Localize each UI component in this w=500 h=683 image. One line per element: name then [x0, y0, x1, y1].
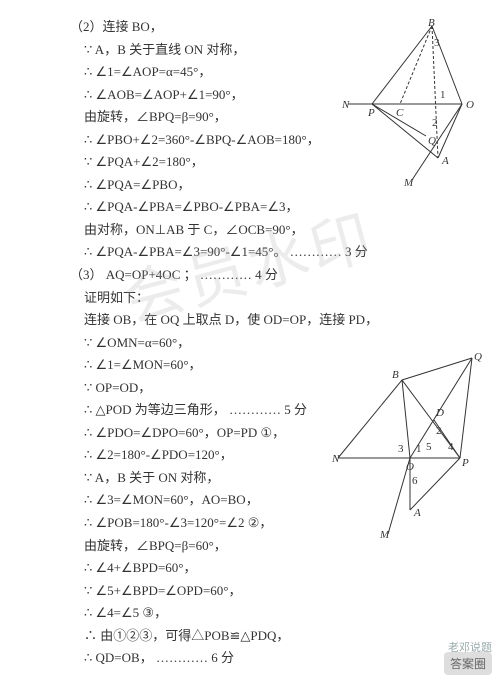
svg-text:5: 5: [426, 441, 432, 453]
svg-text:O: O: [406, 461, 414, 473]
proof-line: ∴ QD=OB， ………… 6 分: [70, 649, 480, 667]
svg-text:N: N: [332, 453, 340, 465]
svg-text:P: P: [461, 457, 469, 469]
svg-text:4: 4: [448, 441, 454, 453]
svg-text:A: A: [441, 155, 449, 167]
svg-text:2: 2: [436, 425, 442, 437]
proof-line: ∴ ∠PQA-∠PBA=∠PBO-∠PBA=∠3，: [70, 198, 480, 216]
svg-text:Q: Q: [474, 351, 482, 363]
svg-text:O: O: [466, 99, 474, 111]
svg-text:D: D: [435, 407, 444, 419]
proof-line: ∴ 由①②③，可得△POB≌△PDQ，: [70, 627, 480, 645]
figure-1: B N P C O A Q M 3 1 2: [342, 18, 482, 188]
proof-line: 由对称，ON⊥AB 于 C，∠OCB=90°，: [70, 221, 480, 239]
svg-text:Q: Q: [428, 135, 436, 147]
svg-text:M: M: [403, 177, 414, 188]
proof-line: ∵ ∠OMN=α=60°，: [70, 334, 480, 352]
svg-text:M: M: [379, 529, 390, 540]
svg-text:C: C: [396, 107, 404, 119]
proof-line: 连接 OB，在 OQ 上取点 D，使 OD=OP，连接 PD，: [70, 311, 480, 329]
svg-text:1: 1: [416, 443, 422, 455]
svg-text:6: 6: [412, 475, 418, 487]
svg-text:3: 3: [398, 443, 404, 455]
svg-text:1: 1: [440, 89, 446, 101]
svg-text:3: 3: [434, 37, 440, 49]
proof-line: ∴ ∠PQA-∠PBA=∠3=90°-∠1=45°。 ………… 3 分: [70, 243, 480, 261]
proof-line: 证明如下：: [70, 289, 480, 307]
proof-line: ∴ ∠4=∠5 ③，: [70, 604, 480, 622]
proof-line: ∵ ∠5+∠BPD=∠OPD=60°，: [70, 582, 480, 600]
svg-text:P: P: [367, 107, 375, 119]
svg-text:2: 2: [432, 117, 438, 129]
proof-line: （3） AQ=OP+4OC ； ………… 4 分: [70, 266, 480, 284]
footer-badge: 答案圈: [444, 652, 492, 675]
figure-2: N O P B Q D A M 3 1 5 2 4 6: [332, 350, 482, 540]
proof-line: ∴ ∠4+∠BPD=60°，: [70, 559, 480, 577]
svg-text:B: B: [392, 369, 399, 381]
svg-text:N: N: [342, 99, 350, 111]
svg-text:B: B: [428, 18, 435, 29]
svg-text:A: A: [413, 507, 421, 519]
page-root: 会员水印 B N P C O A: [0, 0, 500, 683]
